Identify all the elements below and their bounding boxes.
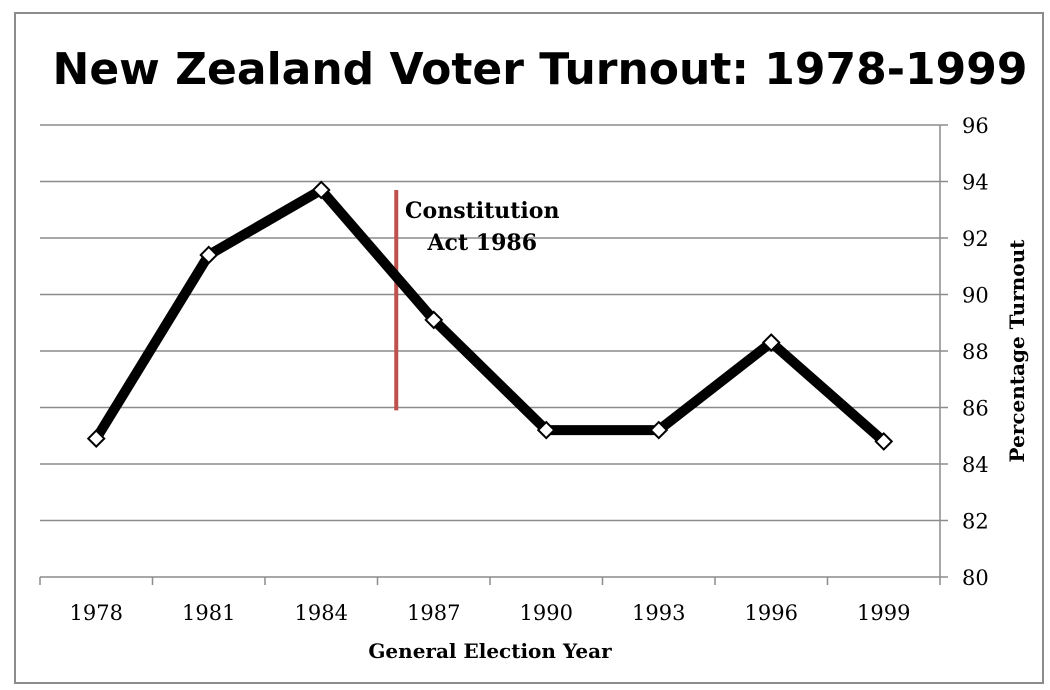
x-tick-label: 1981 <box>182 601 235 625</box>
data-point-marker <box>874 431 894 451</box>
y-tick-label: 80 <box>962 566 989 590</box>
y-tick-labels: 80 82 84 86 88 90 92 94 96 <box>962 114 989 590</box>
data-point-marker <box>311 180 331 200</box>
y-tick-label: 86 <box>962 397 989 421</box>
y-axis-title: Percentage Turnout <box>1005 239 1029 463</box>
x-tick-label: 1993 <box>632 601 685 625</box>
axes <box>39 124 948 585</box>
x-tick-label: 1996 <box>745 601 798 625</box>
x-tick-label: 1987 <box>407 601 460 625</box>
series-line <box>91 184 889 447</box>
chart-frame <box>14 12 1044 684</box>
annotation-group: Constitution Act 1986 <box>394 189 559 411</box>
x-tick-labels: 1978 1981 1984 1987 1990 1993 1996 1999 <box>70 601 911 625</box>
y-tick-label: 96 <box>962 114 989 138</box>
series-group <box>86 180 894 451</box>
x-tick-label: 1990 <box>520 601 573 625</box>
annotation-label: Constitution <box>405 198 559 224</box>
data-point-marker <box>649 420 669 440</box>
data-point-marker <box>761 333 781 352</box>
data-point-marker <box>86 429 106 448</box>
gridlines <box>40 124 940 522</box>
x-tick-label: 1999 <box>857 601 910 625</box>
chart-title: New Zealand Voter Turnout: 1978-1999 <box>52 44 1028 95</box>
y-tick-label: 84 <box>962 453 989 477</box>
y-tick-label: 90 <box>962 284 989 308</box>
data-point-marker <box>536 420 556 440</box>
x-tick-label: 1984 <box>295 601 348 625</box>
data-point-marker <box>424 310 444 330</box>
y-tick-label: 92 <box>962 227 989 251</box>
x-axis-title: General Election Year <box>368 639 612 663</box>
y-tick-label: 82 <box>962 510 989 534</box>
x-tick-label: 1978 <box>70 601 123 625</box>
y-tick-label: 88 <box>962 340 989 364</box>
annotation-label: Act 1986 <box>426 230 537 256</box>
data-point-marker <box>199 245 219 265</box>
y-tick-label: 94 <box>962 171 989 195</box>
